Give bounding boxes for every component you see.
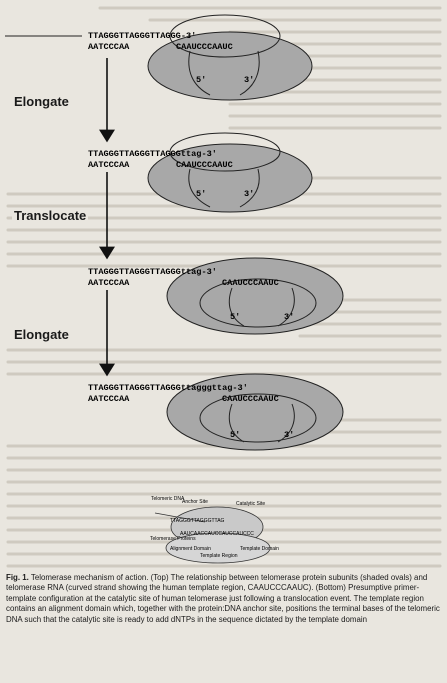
dna-top-strand: TTAGGGTTAGGGTTAGGG-3' bbox=[88, 31, 196, 41]
rna-5-prime: 5' bbox=[230, 312, 240, 322]
protein-oval bbox=[147, 31, 313, 101]
figure-label: Fig. 1. bbox=[6, 573, 29, 582]
inset-label-catalytic-site: Catalytic Site bbox=[236, 501, 265, 507]
rna-strand-left bbox=[228, 287, 245, 327]
step-label-elongate-2: Elongate bbox=[12, 327, 71, 342]
rna-oval bbox=[169, 14, 281, 58]
inset-rna-sequence: AAUCAACCAUCCAUCCAUCCC bbox=[180, 531, 254, 537]
rna-strand-left bbox=[188, 168, 211, 208]
inset-top-strand: TTAGGGTTAGGGTTAG bbox=[170, 518, 225, 524]
rna-strand-left bbox=[188, 50, 211, 96]
rna-template: CAAUCCCAAUC bbox=[176, 42, 233, 52]
protein-oval bbox=[166, 373, 344, 451]
inset-rna-oval bbox=[165, 532, 271, 564]
rna-template: CAAUCCCAAUC bbox=[222, 278, 279, 288]
inset-dna-line bbox=[154, 512, 206, 523]
rna-template: CAAUCCCAAUC bbox=[222, 394, 279, 404]
stage-3: TTAGGGTTAGGGTTAGGGttag-3' AATCCCAA CAAUC… bbox=[88, 257, 344, 335]
dna-bottom-strand: AATCCCAA bbox=[88, 42, 130, 52]
rna-oval bbox=[199, 278, 317, 328]
rna-strand-right bbox=[277, 287, 295, 327]
dna-top-strand: TTAGGGTTAGGGTTAGGGttag-3' bbox=[88, 267, 217, 277]
rna-strand-right bbox=[277, 403, 295, 443]
rna-oval bbox=[199, 393, 317, 443]
rna-3-prime: 3' bbox=[284, 430, 294, 440]
dna-bottom-strand: AATCCCAA bbox=[88, 394, 130, 404]
dna-top-strand: TTAGGGTTAGGGTTAGGGttagggttag-3' bbox=[88, 383, 248, 393]
stage-4: TTAGGGTTAGGGTTAGGGttagggttag-3' AATCCCAA… bbox=[88, 373, 344, 451]
figure-caption: Fig. 1. Telomerase mechanism of action. … bbox=[6, 573, 442, 626]
inset-label-telomeric-dna: Telomeric DNA bbox=[151, 496, 185, 502]
dna-top-strand: TTAGGGTTAGGGTTAGGGttag-3' bbox=[88, 149, 217, 159]
rna-5-prime: 5' bbox=[230, 430, 240, 440]
inset-label-template-domain: Template Domain bbox=[240, 546, 279, 552]
figure-caption-text: Telomerase mechanism of action. (Top) Th… bbox=[6, 573, 440, 624]
dna-bottom-strand: AATCCCAA bbox=[88, 160, 130, 170]
rna-strand-left bbox=[228, 403, 245, 443]
step-label-elongate-1: Elongate bbox=[12, 94, 71, 109]
rna-3-prime: 3' bbox=[244, 189, 254, 199]
stage-1: TTAGGGTTAGGGTTAGGG-3' AATCCCAA CAAUCCCAA… bbox=[5, 14, 313, 101]
inset-label-telomerase-proteins: Telomerase Proteins bbox=[150, 536, 196, 542]
stage-2: TTAGGGTTAGGGTTAGGGttag-3' AATCCCAA CAAUC… bbox=[88, 132, 313, 213]
rna-3-prime: 3' bbox=[284, 312, 294, 322]
protein-oval bbox=[166, 257, 344, 335]
inset-diagram: TTAGGGTTAGGGTTAG AAUCAACCAUCCAUCCAUCCC T… bbox=[150, 496, 279, 564]
rna-template: CAAUCCCAAUC bbox=[176, 160, 233, 170]
rna-strand-right bbox=[239, 168, 260, 208]
protein-oval bbox=[147, 143, 313, 213]
rna-strand-right bbox=[239, 50, 260, 96]
dna-bottom-strand: AATCCCAA bbox=[88, 278, 130, 288]
step-label-translocate: Translocate bbox=[12, 208, 89, 223]
inset-label-anchor-site: Anchor Site bbox=[182, 499, 208, 505]
rna-oval bbox=[169, 132, 281, 172]
inset-label-template-region: Template Region bbox=[200, 553, 238, 559]
inset-label-alignment-domain: Alignment Domain bbox=[170, 546, 211, 552]
rna-5-prime: 5' bbox=[196, 75, 206, 85]
rna-3-prime: 3' bbox=[244, 75, 254, 85]
rna-5-prime: 5' bbox=[196, 189, 206, 199]
